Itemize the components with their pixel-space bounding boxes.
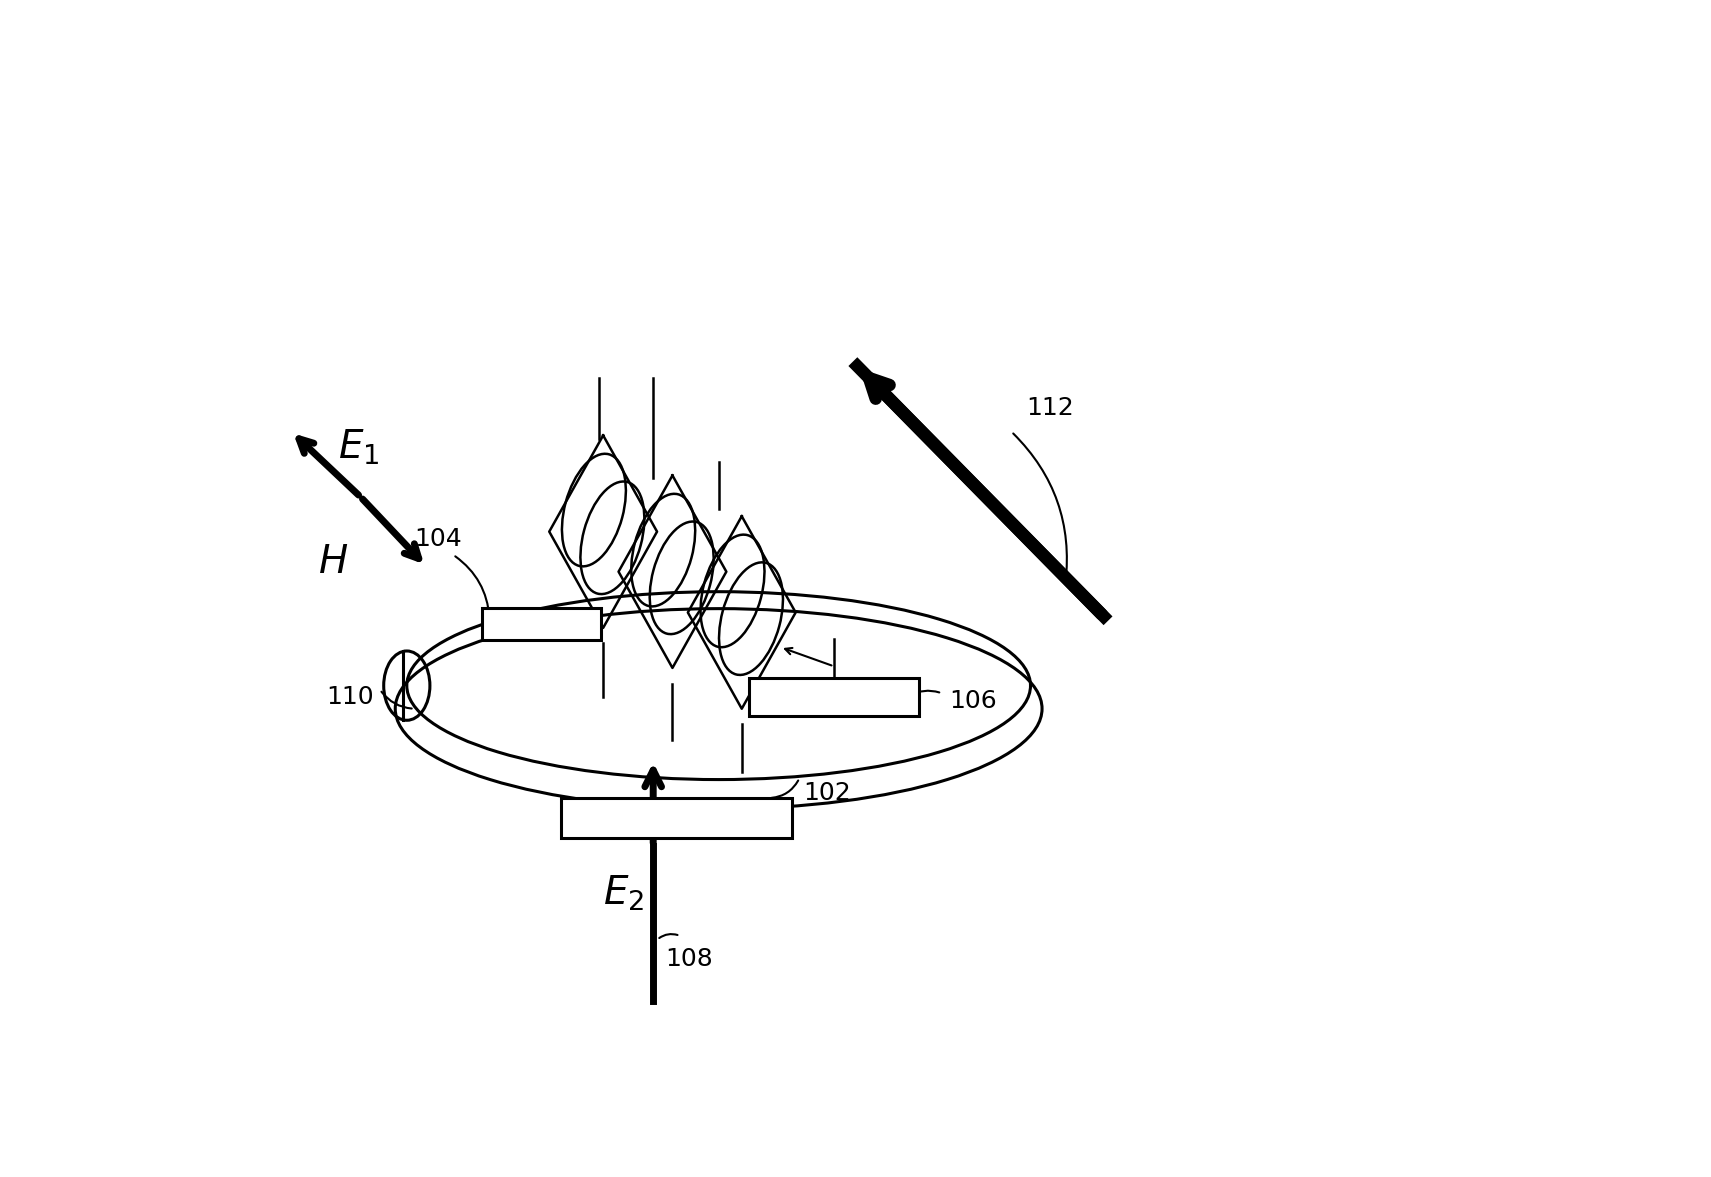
Text: 104: 104 — [414, 527, 462, 551]
Text: $E_2$: $E_2$ — [604, 873, 645, 913]
Text: $H$: $H$ — [318, 544, 349, 581]
Text: 110: 110 — [327, 685, 373, 710]
Bar — [749, 678, 919, 717]
Text: 112: 112 — [1027, 397, 1075, 420]
Bar — [561, 798, 792, 838]
Text: 102: 102 — [804, 782, 850, 805]
Text: 106: 106 — [950, 689, 998, 713]
Text: 108: 108 — [666, 947, 712, 971]
Text: $E_1$: $E_1$ — [337, 427, 378, 466]
Bar — [483, 607, 601, 640]
